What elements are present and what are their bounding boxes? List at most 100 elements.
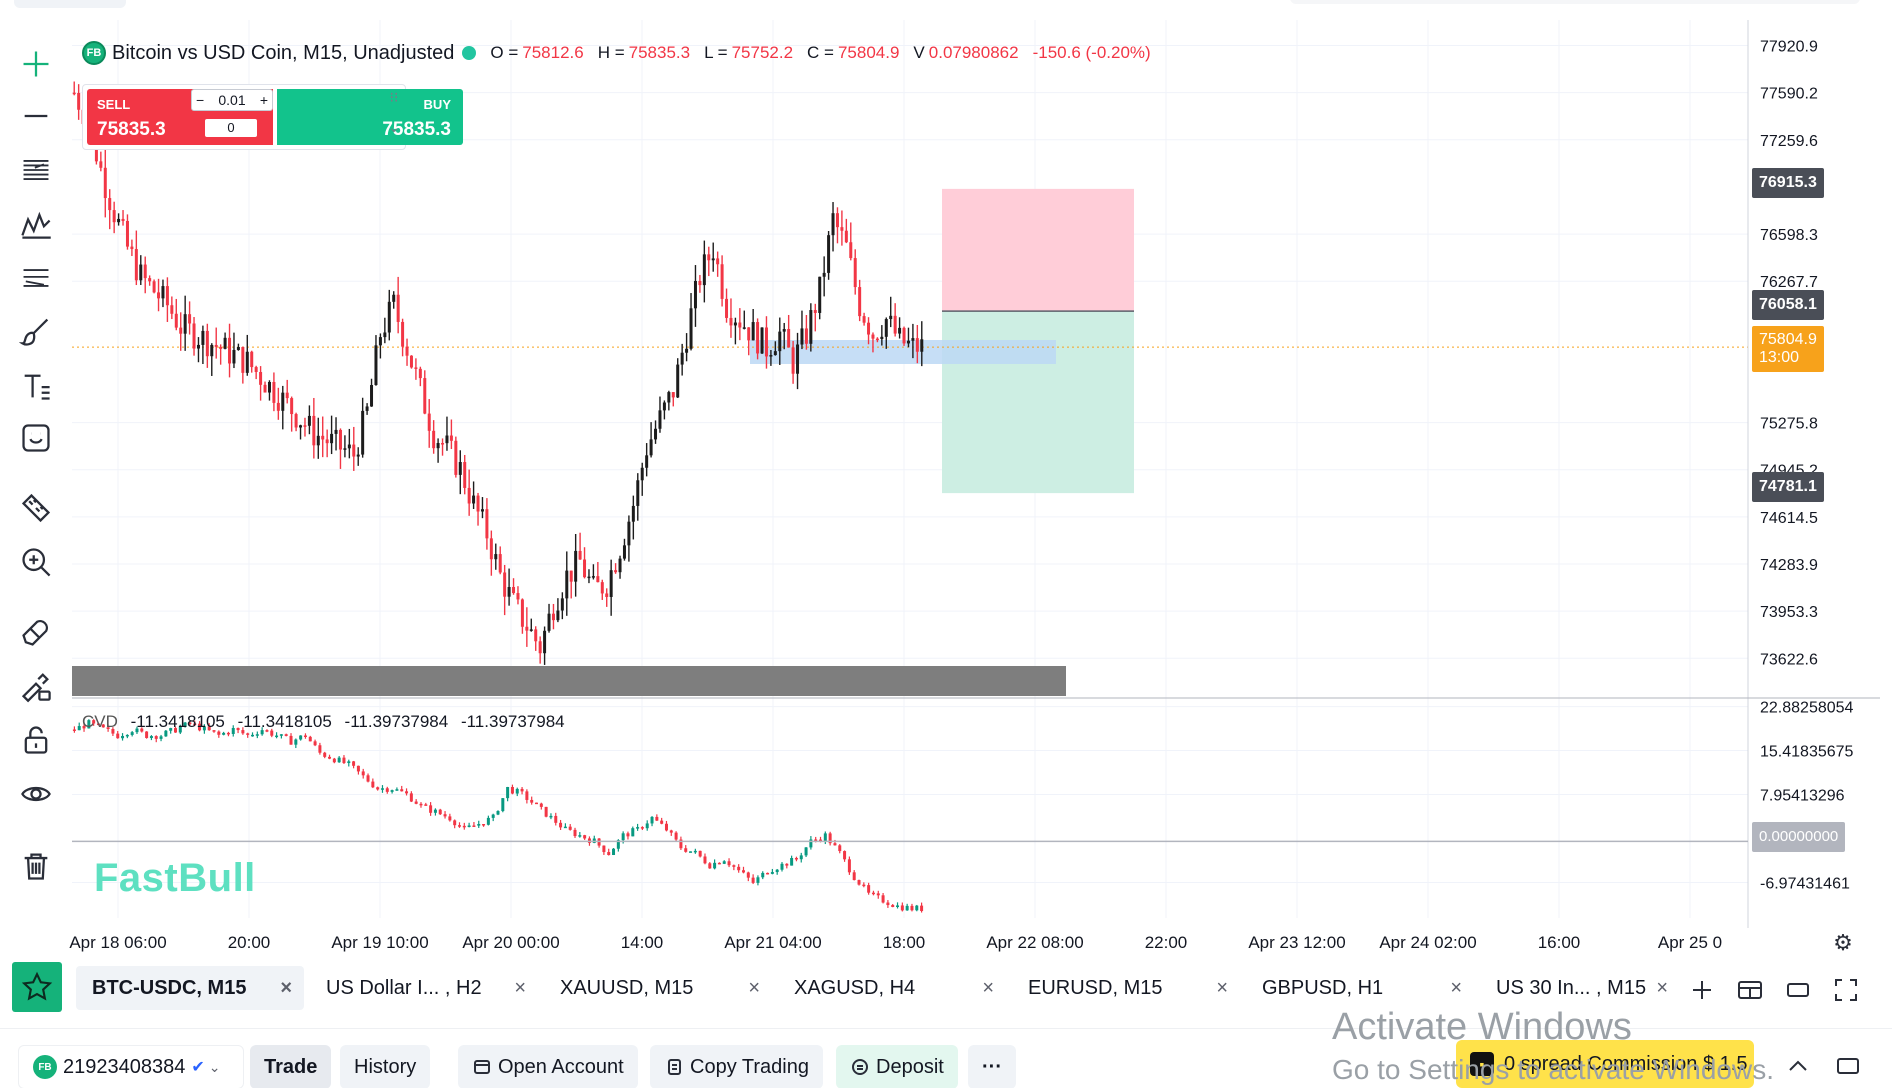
cvd-body — [664, 823, 668, 831]
pattern-icon[interactable] — [14, 202, 58, 246]
candle-body — [667, 392, 671, 403]
cvd-value-4: -11.39737984 — [460, 712, 565, 731]
forecast-lines-icon[interactable] — [14, 256, 58, 300]
lot-stepper[interactable]: − 0.01 + — [191, 89, 273, 111]
candle-body — [228, 337, 232, 364]
crosshair-icon[interactable] — [14, 42, 58, 86]
tab-us-30-in-m15[interactable]: US 30 In... , M15 × — [1480, 966, 1680, 1010]
deposit-button[interactable]: Deposit — [836, 1045, 958, 1088]
candle-body — [498, 554, 502, 573]
account-icon — [474, 1060, 490, 1074]
trendline-icon[interactable] — [14, 94, 58, 138]
candle-body — [596, 576, 600, 583]
stop-loss-zone — [942, 311, 1134, 494]
price-tick-label: 73953.3 — [1760, 604, 1818, 621]
time-tick-label: 18:00 — [883, 933, 926, 952]
cvd-body — [226, 732, 230, 735]
candle-body — [361, 410, 365, 455]
candle-body — [804, 328, 808, 344]
collapse-button[interactable] — [1780, 1048, 1816, 1084]
tab-xauusd-m15[interactable]: XAUUSD, M15 × — [544, 966, 772, 1010]
cvd-body — [342, 757, 346, 764]
text-icon[interactable] — [14, 364, 58, 408]
deposit-icon — [852, 1059, 868, 1075]
trash-icon[interactable] — [14, 844, 58, 888]
candle-body — [272, 381, 276, 403]
top-control[interactable] — [14, 0, 126, 8]
history-tab[interactable]: History — [340, 1045, 431, 1088]
ruler-icon[interactable] — [14, 486, 58, 530]
cvd-body — [101, 724, 105, 728]
emoji-icon[interactable] — [14, 416, 58, 460]
close-icon[interactable]: × — [1656, 976, 1668, 999]
close-icon[interactable]: × — [1216, 976, 1228, 999]
candle-body — [485, 509, 489, 539]
candle-body — [733, 322, 737, 326]
cvd-body — [751, 877, 755, 883]
candle-body — [250, 351, 254, 368]
lock-drawings-icon[interactable] — [14, 664, 58, 708]
position-zones[interactable] — [72, 188, 1748, 696]
candle-body — [631, 505, 635, 522]
candle-body — [835, 213, 839, 228]
price-tick-label: 77590.2 — [1760, 86, 1818, 103]
cvd-body — [414, 801, 418, 804]
account-selector[interactable]: FB 21923408384 ✔ ⌄ — [18, 1045, 244, 1088]
cvd-body — [876, 893, 880, 896]
price-tick-label: 74614.5 — [1760, 510, 1818, 527]
candle-body — [791, 347, 795, 374]
eye-icon[interactable] — [14, 772, 58, 816]
close-icon[interactable]: × — [280, 976, 292, 999]
candle-body — [600, 582, 604, 594]
copy-trading-button[interactable]: Copy Trading — [650, 1045, 823, 1088]
tab-btc-usdc-m15[interactable]: BTC-USDC, M15 × — [76, 966, 304, 1010]
cvd-body — [920, 905, 924, 912]
more-button[interactable]: ··· — [968, 1045, 1016, 1088]
candle-body — [920, 339, 924, 352]
drag-handle-icon[interactable]: ⁝⁝ — [389, 89, 399, 105]
lot-decrease-button[interactable]: − — [196, 92, 205, 108]
close-icon[interactable]: × — [1450, 976, 1462, 999]
promo-banner[interactable]: ▪ 0 spread Commission $ 1.5 — [1456, 1040, 1754, 1088]
symbol-title[interactable]: Bitcoin vs USD Coin, M15, Unadjusted — [112, 41, 455, 64]
cvd-body — [684, 848, 688, 852]
top-controls[interactable] — [1290, 0, 1860, 4]
lot-increase-button[interactable]: + — [259, 92, 268, 108]
tab-eurusd-m15[interactable]: EURUSD, M15 × — [1012, 966, 1240, 1010]
candle-countdown: 13:00 — [1759, 349, 1800, 366]
zoom-in-icon[interactable] — [14, 540, 58, 584]
candle-body — [338, 429, 342, 450]
window-button[interactable] — [1780, 972, 1816, 1008]
open-account-button[interactable]: Open Account — [458, 1045, 638, 1088]
cvd-candles — [72, 719, 924, 913]
chevron-down-icon[interactable]: ⌄ — [388, 119, 400, 135]
layout-button[interactable] — [1732, 972, 1768, 1008]
trade-tab[interactable]: Trade — [250, 1045, 332, 1088]
tab-gbpusd-h1[interactable]: GBPUSD, H1 × — [1246, 966, 1474, 1010]
cvd-body — [251, 734, 255, 737]
candle-body — [605, 593, 609, 597]
account-number: 21923408384 — [63, 1055, 186, 1078]
close-icon[interactable]: × — [748, 976, 760, 999]
close-icon[interactable]: × — [514, 976, 526, 999]
close-icon[interactable]: × — [982, 976, 994, 999]
brush-icon[interactable] — [14, 310, 58, 354]
price-chart[interactable]: 77920.9 77590.2 77259.6 76598.3 76267.7 75275… — [0, 0, 1892, 960]
lock-icon[interactable] — [14, 718, 58, 762]
cvd-body — [121, 735, 125, 739]
candle-body — [414, 367, 418, 369]
fullscreen-button[interactable] — [1828, 972, 1864, 1008]
candle-body — [183, 314, 187, 334]
chevron-down-icon: ⌄ — [208, 1058, 221, 1075]
panel-button[interactable] — [1830, 1048, 1866, 1084]
tab-us-dollar-i-h2[interactable]: US Dollar I... , H2 × — [310, 966, 538, 1010]
cvd-body — [467, 825, 471, 827]
candle-body — [121, 218, 125, 221]
magnet-icon[interactable] — [14, 610, 58, 654]
tab-xagusd-h4[interactable]: XAGUSD, H4 × — [778, 966, 1006, 1010]
add-tab-button[interactable] — [1684, 972, 1720, 1008]
buy-button[interactable]: BUY 75835.3 — [277, 89, 463, 145]
favorites-button[interactable] — [12, 962, 62, 1012]
fib-lines-icon[interactable] — [14, 148, 58, 192]
price-tick-label: 73622.6 — [1760, 651, 1818, 668]
